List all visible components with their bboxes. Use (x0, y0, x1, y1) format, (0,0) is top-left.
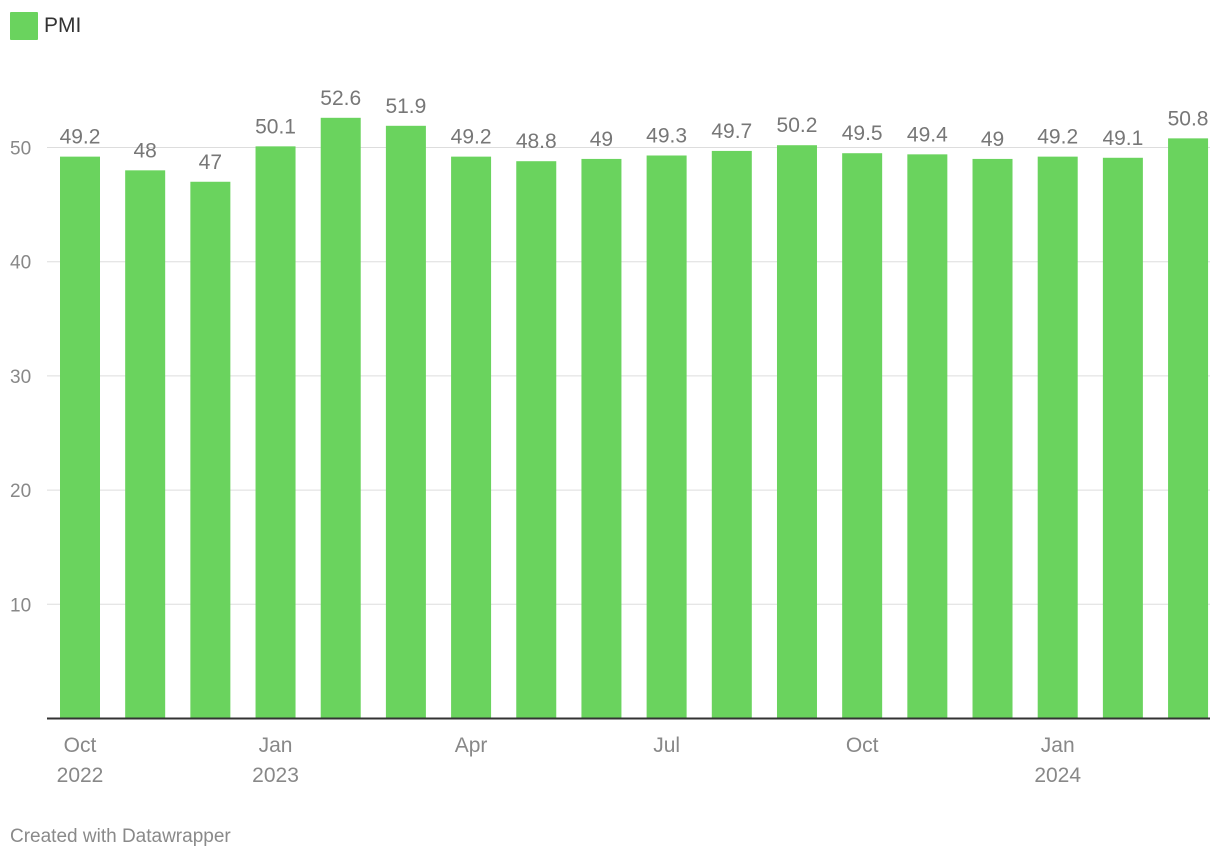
y-tick-label: 20 (10, 481, 31, 502)
bar-value-label: 49.5 (842, 122, 883, 145)
x-tick-label: 2024 (1034, 764, 1081, 787)
bar-value-label: 49.2 (1037, 126, 1078, 149)
x-tick-label: Oct (846, 734, 879, 757)
bar-value-label: 50.1 (255, 115, 296, 138)
bar (190, 181, 231, 719)
bar (711, 150, 752, 719)
bar-value-label: 49.3 (646, 124, 687, 147)
bar (60, 156, 100, 719)
bar (451, 156, 492, 719)
bar (125, 170, 166, 719)
y-tick-label: 10 (10, 595, 31, 616)
footer-credit: Created with Datawrapper (10, 826, 231, 847)
bar-value-label: 48.8 (516, 130, 557, 153)
bar-value-label: 49.2 (60, 126, 101, 149)
bar (972, 158, 1013, 719)
bar (1037, 156, 1078, 719)
bar-value-label: 49 (590, 128, 613, 151)
bar (581, 158, 622, 719)
x-tick-label: Jul (653, 734, 680, 757)
bar-value-label: 49.2 (451, 126, 492, 149)
legend-label: PMI (44, 14, 82, 37)
bar-value-label: 51.9 (385, 95, 426, 118)
bar-value-label: 49 (981, 128, 1004, 151)
x-tick-label: Jan (259, 734, 293, 757)
bar-value-label: 49.7 (711, 120, 752, 143)
y-tick-label: 50 (10, 139, 31, 160)
legend: PMI (10, 12, 81, 40)
bar (646, 155, 687, 719)
bar-value-label: 48 (134, 139, 157, 162)
y-tick-label: 40 (10, 253, 31, 274)
bar (385, 125, 426, 719)
bar (1168, 138, 1209, 719)
bar (320, 117, 361, 719)
bar-value-label: 49.1 (1102, 127, 1143, 150)
bar (907, 154, 948, 719)
y-tick-label: 30 (10, 367, 31, 388)
bar (255, 146, 296, 719)
bar-value-label: 50.8 (1168, 107, 1209, 130)
bar-value-label: 47 (199, 151, 222, 174)
bar-value-label: 49.4 (907, 123, 948, 146)
legend-swatch (10, 12, 38, 40)
bar (516, 161, 557, 719)
bar (1102, 157, 1143, 719)
bar-value-label: 52.6 (320, 87, 361, 110)
bar (842, 153, 883, 719)
x-tick-label: 2022 (57, 764, 104, 787)
bar (776, 145, 817, 719)
x-tick-label: 2023 (252, 764, 299, 787)
x-tick-label: Oct (64, 734, 97, 757)
x-tick-label: Apr (455, 734, 488, 757)
x-tick-label: Jan (1041, 734, 1075, 757)
bar-value-label: 50.2 (777, 114, 818, 137)
